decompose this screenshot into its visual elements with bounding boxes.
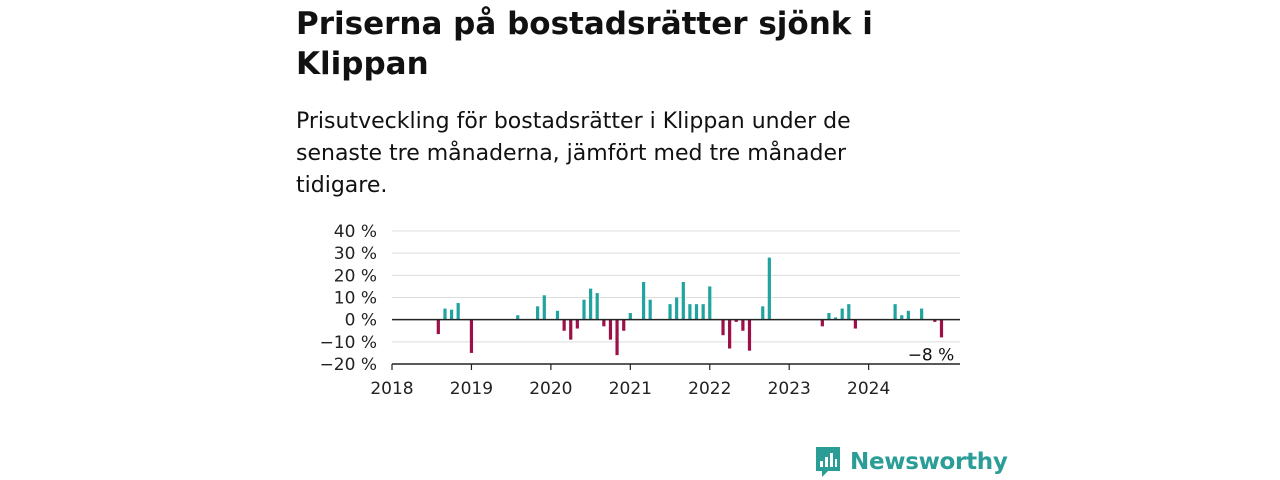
brand: Newsworthy: [814, 444, 1008, 480]
bar: [694, 304, 699, 320]
bar: [820, 319, 824, 327]
y-tick-label: 40 %: [334, 222, 377, 242]
bar: [933, 319, 937, 322]
bar: [542, 295, 546, 320]
bar: [728, 319, 732, 349]
x-tick-label: 2019: [450, 379, 493, 399]
bar: [516, 315, 520, 320]
bar: [939, 319, 944, 338]
y-tick-label: −10 %: [320, 333, 377, 353]
y-tick-label: 0 %: [345, 311, 377, 331]
bar: [708, 286, 712, 320]
bar: [449, 309, 454, 320]
bar: [900, 315, 904, 320]
bar: [721, 319, 725, 336]
bar: [628, 313, 632, 320]
bar: [827, 313, 831, 320]
x-tick-label: 2023: [768, 379, 811, 399]
bar: [761, 306, 765, 320]
bar: [562, 319, 566, 331]
x-tick-label: 2024: [847, 379, 890, 399]
x-tick-label: 2022: [688, 379, 731, 399]
bar: [688, 304, 692, 320]
y-tick-label: −20 %: [320, 355, 377, 375]
x-tick-label: 2018: [370, 379, 413, 399]
bar: [555, 310, 560, 320]
bar: [469, 319, 474, 353]
bar: [853, 319, 857, 329]
bar: [767, 257, 771, 320]
chart-title: Priserna på bostadsrätter sjönk i Klippa…: [296, 6, 873, 82]
bar: [536, 306, 540, 320]
bar: [582, 299, 586, 320]
bar: [648, 299, 652, 320]
bar: [734, 319, 738, 322]
y-tick-label: 10 %: [334, 289, 377, 309]
bar-chart: 40 %30 %20 %10 %0 %−10 %−20 % 2018 2019 20…: [320, 222, 960, 399]
bar: [741, 319, 745, 331]
bar: [569, 319, 573, 340]
newsworthy-logo-icon: [816, 447, 840, 477]
bar: [622, 319, 626, 331]
bar: [641, 281, 646, 320]
y-tick-label: 30 %: [334, 244, 377, 264]
bar: [701, 304, 705, 320]
bar: [608, 319, 613, 340]
bar: [847, 304, 851, 320]
bars: [436, 257, 944, 356]
x-tick-label: 2021: [609, 379, 652, 399]
bar: [443, 308, 447, 320]
bar: [681, 281, 685, 320]
chart-subtitle: Prisutveckling för bostadsrätter i Klipp…: [296, 109, 851, 198]
bar: [602, 319, 606, 327]
x-tick-label: 2020: [529, 379, 572, 399]
bar: [589, 288, 593, 320]
bar: [436, 319, 440, 335]
bar: [595, 293, 599, 320]
y-tick-label: 20 %: [334, 266, 377, 286]
brand-name: Newsworthy: [850, 449, 1008, 475]
bar: [747, 319, 752, 351]
y-axis-ticks: 40 %30 %20 % 10 %0 %−10 %−20 %: [320, 222, 377, 375]
x-axis: 2018 2019 2020 2021 2022 2023 2024: [370, 363, 960, 399]
bar: [575, 319, 579, 329]
bar: [675, 297, 679, 320]
bar: [833, 317, 838, 320]
last-value-label: −8 %: [908, 345, 955, 365]
bar: [920, 308, 924, 320]
bar: [893, 304, 897, 320]
bar: [456, 303, 460, 320]
bar: [906, 310, 910, 320]
bar: [615, 319, 619, 356]
bar: [668, 304, 672, 320]
bar: [840, 308, 844, 320]
